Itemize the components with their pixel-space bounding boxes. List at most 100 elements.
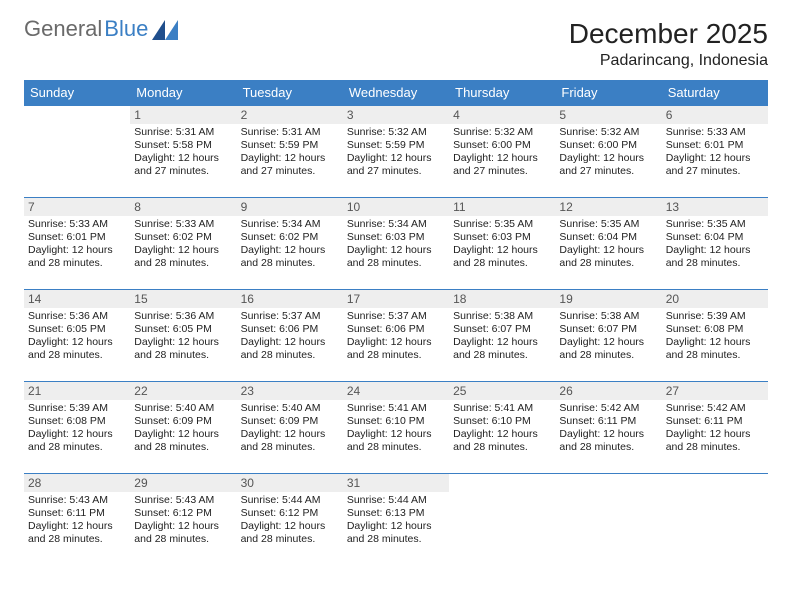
calendar-table: Sunday Monday Tuesday Wednesday Thursday… bbox=[24, 80, 768, 566]
logo: GeneralBlue bbox=[24, 18, 178, 40]
daylight-line2: and 28 minutes. bbox=[666, 441, 764, 454]
sunset-text: Sunset: 6:04 PM bbox=[559, 231, 657, 244]
daylight-line1: Daylight: 12 hours bbox=[347, 520, 445, 533]
daylight-line2: and 28 minutes. bbox=[28, 257, 126, 270]
sunset-text: Sunset: 5:59 PM bbox=[347, 139, 445, 152]
sunrise-text: Sunrise: 5:40 AM bbox=[241, 402, 339, 415]
calendar-cell: 21Sunrise: 5:39 AMSunset: 6:08 PMDayligh… bbox=[24, 382, 130, 474]
calendar-cell: 4Sunrise: 5:32 AMSunset: 6:00 PMDaylight… bbox=[449, 106, 555, 198]
calendar-row: 28Sunrise: 5:43 AMSunset: 6:11 PMDayligh… bbox=[24, 474, 768, 566]
daylight-line1: Daylight: 12 hours bbox=[241, 336, 339, 349]
sunset-text: Sunset: 6:06 PM bbox=[347, 323, 445, 336]
day-number: 30 bbox=[237, 474, 343, 492]
logo-word-general: General bbox=[24, 18, 102, 40]
daylight-line1: Daylight: 12 hours bbox=[453, 336, 551, 349]
daylight-line2: and 27 minutes. bbox=[666, 165, 764, 178]
day-number: 23 bbox=[237, 382, 343, 400]
dow-thursday: Thursday bbox=[449, 80, 555, 106]
daylight-line1: Daylight: 12 hours bbox=[559, 428, 657, 441]
day-info: Sunrise: 5:37 AMSunset: 6:06 PMDaylight:… bbox=[241, 310, 339, 363]
day-info: Sunrise: 5:32 AMSunset: 6:00 PMDaylight:… bbox=[453, 126, 551, 179]
sunrise-text: Sunrise: 5:39 AM bbox=[666, 310, 764, 323]
calendar-cell bbox=[555, 474, 661, 566]
daylight-line2: and 28 minutes. bbox=[134, 349, 232, 362]
day-number: 29 bbox=[130, 474, 236, 492]
calendar-cell: 29 Sunrise: 5:43 AMSunset: 6:12 PMDayligh… bbox=[130, 474, 236, 566]
sunset-text: Sunset: 6:02 PM bbox=[134, 231, 232, 244]
dow-saturday: Saturday bbox=[662, 80, 768, 106]
daylight-line2: and 28 minutes. bbox=[347, 349, 445, 362]
daylight-line2: and 28 minutes. bbox=[241, 441, 339, 454]
calendar-cell bbox=[662, 474, 768, 566]
calendar-cell: 1Sunrise: 5:31 AMSunset: 5:58 PMDaylight… bbox=[130, 106, 236, 198]
daylight-line2: and 28 minutes. bbox=[134, 533, 232, 546]
sunrise-text: Sunrise: 5:32 AM bbox=[559, 126, 657, 139]
sunrise-text: Sunrise: 5:42 AM bbox=[666, 402, 764, 415]
sunset-text: Sunset: 6:05 PM bbox=[28, 323, 126, 336]
calendar-cell: 24Sunrise: 5:41 AMSunset: 6:10 PMDayligh… bbox=[343, 382, 449, 474]
calendar-cell: 2Sunrise: 5:31 AMSunset: 5:59 PMDaylight… bbox=[237, 106, 343, 198]
calendar-cell: 8Sunrise: 5:33 AMSunset: 6:02 PMDaylight… bbox=[130, 198, 236, 290]
calendar-cell: 9Sunrise: 5:34 AMSunset: 6:02 PMDaylight… bbox=[237, 198, 343, 290]
sunset-text: Sunset: 6:07 PM bbox=[453, 323, 551, 336]
day-info: Sunrise: 5:31 AMSunset: 5:58 PMDaylight:… bbox=[134, 126, 232, 179]
daylight-line1: Daylight: 12 hours bbox=[241, 520, 339, 533]
calendar-cell: 3Sunrise: 5:32 AMSunset: 5:59 PMDaylight… bbox=[343, 106, 449, 198]
sunrise-text: Sunrise: 5:38 AM bbox=[453, 310, 551, 323]
daylight-line1: Daylight: 12 hours bbox=[347, 244, 445, 257]
month-title: December 2025 bbox=[569, 18, 768, 50]
sunset-text: Sunset: 6:13 PM bbox=[347, 507, 445, 520]
daylight-line1: Daylight: 12 hours bbox=[241, 152, 339, 165]
daylight-line2: and 27 minutes. bbox=[453, 165, 551, 178]
daylight-line2: and 28 minutes. bbox=[347, 533, 445, 546]
daylight-line1: Daylight: 12 hours bbox=[28, 520, 126, 533]
day-number: 14 bbox=[24, 290, 130, 308]
calendar-cell: 26Sunrise: 5:42 AMSunset: 6:11 PMDayligh… bbox=[555, 382, 661, 474]
calendar-cell: 30Sunrise: 5:44 AMSunset: 6:12 PMDayligh… bbox=[237, 474, 343, 566]
calendar-cell: 13Sunrise: 5:35 AMSunset: 6:04 PMDayligh… bbox=[662, 198, 768, 290]
sunrise-text: Sunrise: 5:37 AM bbox=[347, 310, 445, 323]
calendar-cell: 31Sunrise: 5:44 AMSunset: 6:13 PMDayligh… bbox=[343, 474, 449, 566]
daylight-line2: and 28 minutes. bbox=[453, 257, 551, 270]
calendar-cell: 25Sunrise: 5:41 AMSunset: 6:10 PMDayligh… bbox=[449, 382, 555, 474]
day-number: 19 bbox=[555, 290, 661, 308]
sunset-text: Sunset: 6:09 PM bbox=[241, 415, 339, 428]
calendar-cell: 20Sunrise: 5:39 AMSunset: 6:08 PMDayligh… bbox=[662, 290, 768, 382]
calendar-cell: 10Sunrise: 5:34 AMSunset: 6:03 PMDayligh… bbox=[343, 198, 449, 290]
calendar-cell: 6Sunrise: 5:33 AMSunset: 6:01 PMDaylight… bbox=[662, 106, 768, 198]
day-info: Sunrise: 5:35 AMSunset: 6:03 PMDaylight:… bbox=[453, 218, 551, 271]
daylight-line2: and 28 minutes. bbox=[666, 349, 764, 362]
sunset-text: Sunset: 6:05 PM bbox=[134, 323, 232, 336]
daylight-line2: and 28 minutes. bbox=[559, 441, 657, 454]
calendar-cell: 22Sunrise: 5:40 AMSunset: 6:09 PMDayligh… bbox=[130, 382, 236, 474]
daylight-line1: Daylight: 12 hours bbox=[666, 336, 764, 349]
day-info: Sunrise: 5:43 AMSunset: 6:11 PMDaylight:… bbox=[28, 494, 126, 547]
day-info: Sunrise: 5:36 AMSunset: 6:05 PMDaylight:… bbox=[28, 310, 126, 363]
calendar-body: 1Sunrise: 5:31 AMSunset: 5:58 PMDaylight… bbox=[24, 106, 768, 566]
day-number: 17 bbox=[343, 290, 449, 308]
sunset-text: Sunset: 5:59 PM bbox=[241, 139, 339, 152]
daylight-line2: and 28 minutes. bbox=[134, 257, 232, 270]
day-number: 13 bbox=[662, 198, 768, 216]
daylight-line2: and 28 minutes. bbox=[666, 257, 764, 270]
daylight-line2: and 28 minutes. bbox=[347, 441, 445, 454]
title-block: December 2025 Padarincang, Indonesia bbox=[569, 18, 768, 70]
daylight-line2: and 28 minutes. bbox=[453, 441, 551, 454]
sunset-text: Sunset: 6:11 PM bbox=[666, 415, 764, 428]
location: Padarincang, Indonesia bbox=[569, 52, 768, 70]
sunrise-text: Sunrise: 5:33 AM bbox=[28, 218, 126, 231]
day-info: Sunrise: 5:33 AMSunset: 6:01 PMDaylight:… bbox=[28, 218, 126, 271]
sunset-text: Sunset: 6:12 PM bbox=[241, 507, 339, 520]
day-info: Sunrise: 5:38 AMSunset: 6:07 PMDaylight:… bbox=[453, 310, 551, 363]
day-info: Sunrise: 5:36 AMSunset: 6:05 PMDaylight:… bbox=[134, 310, 232, 363]
day-info: Sunrise: 5:43 AMSunset: 6:12 PMDaylight:… bbox=[134, 494, 232, 547]
sunrise-text: Sunrise: 5:35 AM bbox=[453, 218, 551, 231]
daylight-line2: and 27 minutes. bbox=[134, 165, 232, 178]
daylight-line1: Daylight: 12 hours bbox=[666, 244, 764, 257]
daylight-line1: Daylight: 12 hours bbox=[347, 336, 445, 349]
daylight-line2: and 28 minutes. bbox=[28, 441, 126, 454]
day-number: 16 bbox=[237, 290, 343, 308]
day-number: 27 bbox=[662, 382, 768, 400]
day-info: Sunrise: 5:31 AMSunset: 5:59 PMDaylight:… bbox=[241, 126, 339, 179]
day-number: 5 bbox=[555, 106, 661, 124]
